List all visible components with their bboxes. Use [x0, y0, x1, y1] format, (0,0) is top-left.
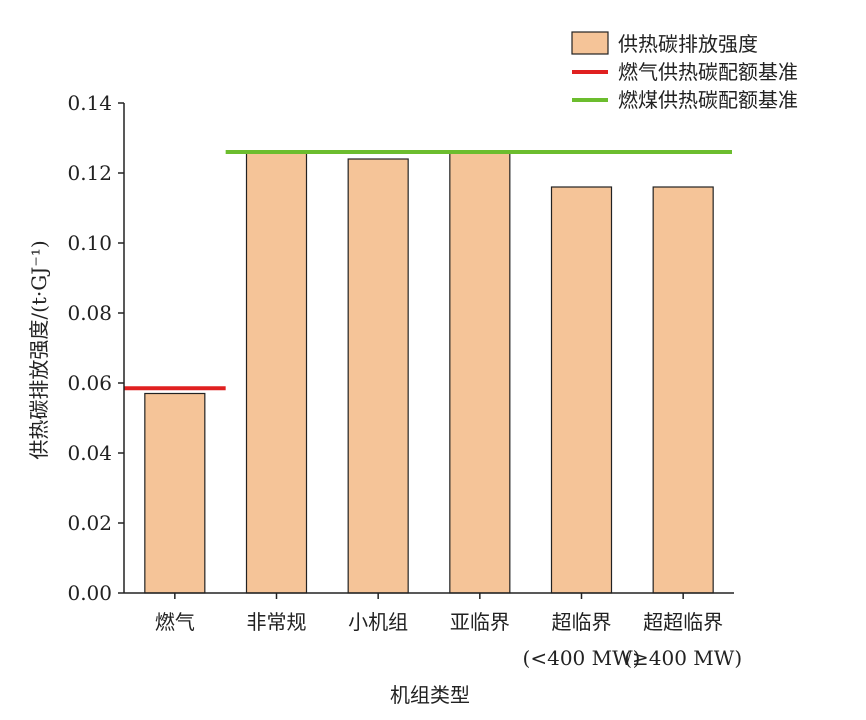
y-tick-label: 0.12 — [67, 161, 112, 185]
x-tick-label: 燃气 — [155, 610, 195, 634]
x-ticks-group: 燃气 非常规 小机组 亚临界 超临界 (<400 MW)超超临界 (≥400 MW) — [155, 593, 742, 670]
bar-2 — [347, 158, 409, 594]
x-tick-label: 小机组 — [348, 610, 408, 634]
bar-3 — [449, 151, 511, 594]
bar-5 — [652, 186, 714, 594]
y-axis-title: 供热碳排放强度/(t·GJ⁻¹) — [27, 240, 51, 459]
x-tick-label: 超超临界 — [643, 610, 723, 634]
y-tick-label: 0.04 — [67, 441, 112, 465]
bar-1 — [245, 151, 308, 594]
axes-group — [123, 103, 734, 594]
x-axis-title: 机组类型 — [390, 683, 470, 707]
bar-0 — [144, 392, 206, 594]
y-tick-label: 0.00 — [67, 581, 112, 605]
y-ticks-group: 0.00 0.02 0.04 0.06 0.08 0.10 0.12 0.14 — [67, 91, 124, 605]
x-tick-label: 非常规 — [247, 610, 307, 634]
y-tick-label: 0.08 — [67, 301, 112, 325]
bars-group — [144, 151, 714, 594]
legend-swatch-bar — [571, 31, 609, 55]
y-tick-label: 0.06 — [67, 371, 112, 395]
y-tick-label: 0.02 — [67, 511, 112, 535]
legend-label-line-1: 燃煤供热碳配额基准 — [618, 88, 798, 112]
x-tick-sublabel: (≥400 MW) — [624, 646, 742, 670]
y-tick-label: 0.10 — [67, 231, 112, 255]
y-tick-label: 0.14 — [67, 91, 112, 115]
reference-lines-group — [124, 150, 732, 391]
legend-label-bar: 供热碳排放强度 — [618, 32, 758, 56]
x-tick-label: 亚临界 — [450, 610, 510, 634]
bar-4 — [550, 186, 613, 594]
x-tick-sublabel: (<400 MW) — [523, 646, 641, 670]
x-tick-label: 超临界 — [552, 610, 612, 634]
legend-label-line-0: 燃气供热碳配额基准 — [618, 60, 798, 84]
